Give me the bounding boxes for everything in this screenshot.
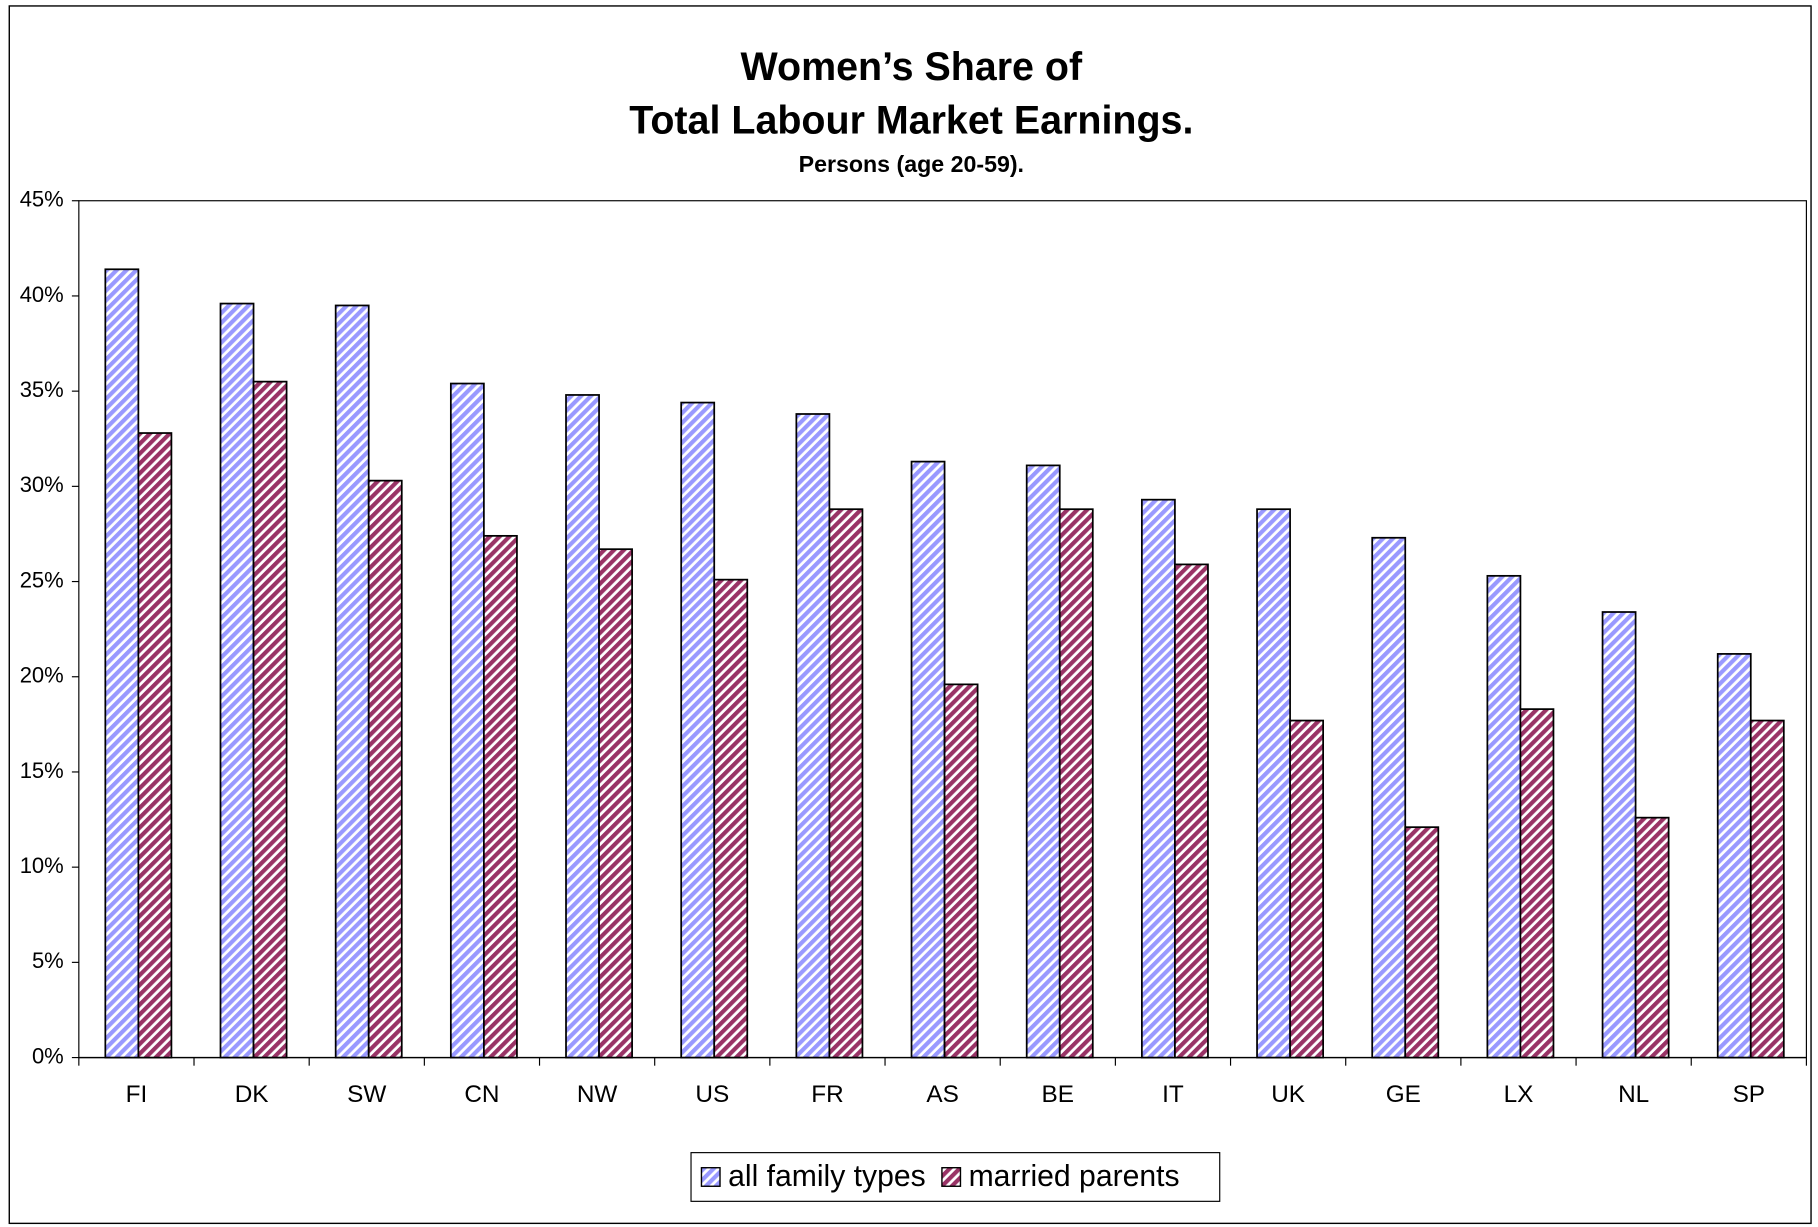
- bar: [943, 683, 979, 1059]
- x-tick-label: DK: [235, 1081, 269, 1108]
- bar: [334, 304, 370, 1059]
- y-tick-label: 30%: [20, 472, 64, 497]
- bar: [1519, 708, 1555, 1059]
- y-tick-label: 20%: [20, 663, 64, 688]
- x-tick-label: IT: [1162, 1081, 1184, 1108]
- bar: [910, 460, 946, 1059]
- y-tick-label: 25%: [20, 567, 64, 592]
- x-tick-label: FR: [811, 1081, 843, 1108]
- bar: [219, 302, 255, 1059]
- bar: [1140, 498, 1176, 1059]
- bar: [680, 401, 716, 1059]
- x-tick-label: US: [695, 1081, 729, 1108]
- bar: [367, 479, 403, 1059]
- y-tick-label: 10%: [20, 853, 64, 878]
- bar: [1486, 574, 1522, 1059]
- legend-box: [690, 1152, 1221, 1202]
- y-tick-label: 35%: [20, 377, 64, 402]
- bar: [1716, 653, 1752, 1059]
- bar: [1289, 719, 1324, 1059]
- x-tick-label: CN: [464, 1081, 499, 1108]
- y-tick-label: 40%: [20, 282, 64, 307]
- bar: [828, 508, 864, 1059]
- legend-swatch: [700, 1167, 721, 1187]
- bar: [1634, 816, 1670, 1059]
- x-tick-label: NL: [1618, 1081, 1649, 1108]
- bar: [252, 380, 288, 1059]
- x-tick-label: NW: [577, 1081, 618, 1108]
- legend-label: all family types: [728, 1160, 926, 1193]
- x-tick-label: BE: [1042, 1081, 1074, 1108]
- bar: [1256, 508, 1291, 1059]
- bar: [795, 413, 831, 1059]
- legend-label: married parents: [969, 1160, 1180, 1193]
- x-tick-label: LX: [1504, 1081, 1534, 1108]
- chart-title: Women’s Share of: [741, 45, 1083, 89]
- bar: [1058, 508, 1094, 1059]
- chart-title: Total Labour Market Earnings.: [629, 98, 1193, 142]
- bar: [449, 382, 485, 1059]
- bar: [598, 548, 633, 1059]
- y-tick-label: 45%: [20, 187, 64, 212]
- x-tick-label: UK: [1271, 1081, 1305, 1108]
- x-tick-label: SW: [347, 1081, 386, 1108]
- x-tick-label: SP: [1733, 1081, 1765, 1108]
- bar: [1749, 719, 1785, 1059]
- y-tick-label: 15%: [20, 758, 64, 783]
- bar: [1601, 611, 1637, 1059]
- bar: [713, 578, 749, 1059]
- y-tick-label: 5%: [32, 948, 64, 973]
- bar: [1174, 563, 1209, 1059]
- bar: [137, 432, 173, 1059]
- x-tick-label: GE: [1386, 1081, 1421, 1108]
- y-tick-label: 0%: [32, 1043, 64, 1068]
- chart-subtitle: Persons (age 20-59).: [799, 151, 1024, 177]
- bar: [565, 394, 600, 1059]
- legend-swatch: [941, 1167, 962, 1187]
- bar: [104, 268, 140, 1059]
- x-tick-label: AS: [926, 1081, 958, 1108]
- bar: [1371, 536, 1407, 1059]
- bar: [483, 534, 518, 1059]
- bar: [1404, 826, 1440, 1059]
- x-tick-label: FI: [126, 1081, 148, 1108]
- bar: [1025, 464, 1061, 1059]
